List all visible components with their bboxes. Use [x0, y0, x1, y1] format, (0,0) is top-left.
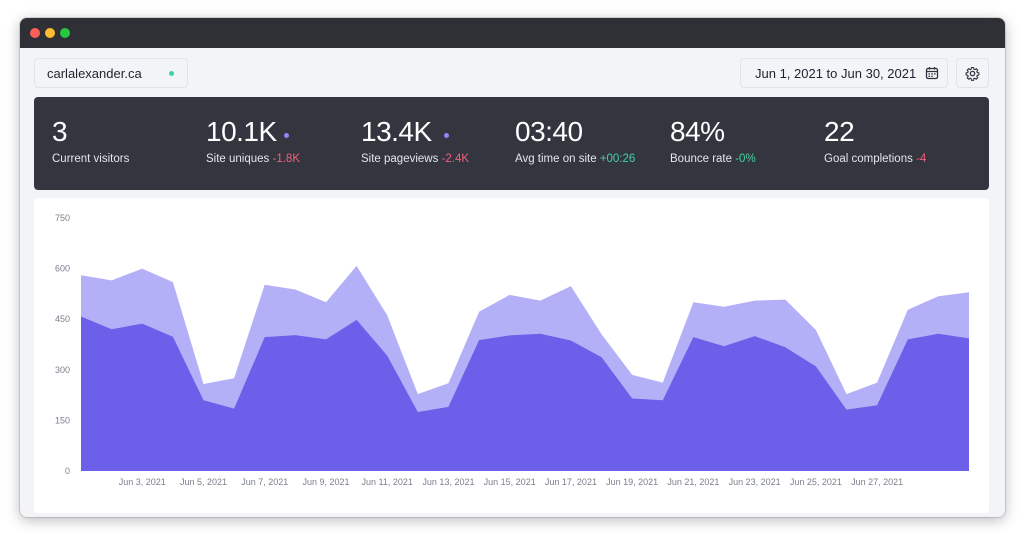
- stat-change: -2.4K: [441, 153, 470, 165]
- traffic-area-chart[interactable]: 0 150 300 450 600 750 Jun 3, 2021 Jun 5, 2021 Ju…: [34, 198, 989, 513]
- stat-label-text: Bounce rate: [670, 153, 733, 165]
- stats-panel: 3 Current visitors 10.1K Site uniques -1…: [34, 97, 989, 190]
- x-tick-label: Jun 11, 2021: [362, 477, 413, 487]
- x-tick-label: Jun 5, 2021: [180, 477, 227, 487]
- series-dot: [284, 133, 289, 138]
- series-dot: [444, 133, 449, 138]
- close-window-button[interactable]: [30, 28, 40, 38]
- maximize-window-button[interactable]: [60, 28, 70, 38]
- stat-change: +00:26: [599, 153, 636, 165]
- stat-value: 13.4K: [361, 116, 432, 147]
- stat-label-text: Site pageviews: [361, 153, 439, 165]
- x-tick-label: Jun 7, 2021: [241, 477, 288, 487]
- minimize-window-button[interactable]: [45, 28, 55, 38]
- stat-label: Avg time on site +00:26: [515, 153, 635, 165]
- y-tick-label: 450: [55, 314, 70, 324]
- stat-change: -1.8K: [272, 153, 301, 165]
- uniques-area[interactable]: [81, 316, 969, 472]
- x-tick-label: Jun 3, 2021: [119, 477, 166, 487]
- site-selector[interactable]: carlalexander.ca: [34, 58, 188, 88]
- app-window: carlalexander.ca Jun 1, 2021 to Jun 30, …: [20, 18, 1005, 517]
- y-tick-label: 300: [55, 365, 70, 375]
- title-bar: [20, 18, 1005, 48]
- x-tick-label: Jun 15, 2021: [484, 477, 536, 487]
- x-tick-label: Jun 17, 2021: [545, 477, 597, 487]
- x-tick-label: Jun 13, 2021: [422, 477, 474, 487]
- stat-label: Site pageviews -2.4K: [361, 153, 469, 165]
- settings-button[interactable]: [956, 58, 989, 88]
- x-tick-label: Jun 9, 2021: [302, 477, 349, 487]
- stat-change: -4: [916, 153, 927, 165]
- y-tick-label: 0: [65, 466, 70, 476]
- stat-label: Bounce rate -0%: [670, 153, 756, 165]
- stat-label: Site uniques -1.8K: [206, 153, 300, 165]
- stat-value: 22: [824, 116, 855, 147]
- site-name: carlalexander.ca: [47, 66, 142, 81]
- stat-value: 3: [52, 116, 68, 147]
- x-tick-label: Jun 27, 2021: [851, 477, 903, 487]
- traffic-chart-card: 0 150 300 450 600 750 Jun 3, 2021 Jun 5, 2021 Ju…: [34, 198, 989, 513]
- date-range-picker[interactable]: Jun 1, 2021 to Jun 30, 2021: [740, 58, 948, 88]
- x-tick-label: Jun 21, 2021: [667, 477, 719, 487]
- x-tick-label: Jun 25, 2021: [790, 477, 842, 487]
- gear-icon: [965, 67, 980, 81]
- y-tick-label: 600: [55, 264, 70, 274]
- stat-value: 03:40: [515, 116, 583, 147]
- x-tick-label: Jun 23, 2021: [729, 477, 781, 487]
- stat-label-text: Avg time on site: [515, 153, 597, 165]
- date-range-text: Jun 1, 2021 to Jun 30, 2021: [755, 66, 917, 81]
- stat-label-text: Current visitors: [52, 153, 130, 165]
- stat-label: Current visitors: [52, 153, 129, 165]
- x-tick-label: Jun 19, 2021: [606, 477, 658, 487]
- live-status-dot: [169, 71, 174, 76]
- y-tick-label: 750: [55, 213, 70, 223]
- y-tick-label: 150: [55, 415, 70, 425]
- stat-label-text: Site uniques: [206, 153, 270, 165]
- stat-value: 84%: [670, 116, 725, 147]
- calendar-icon: [925, 67, 939, 80]
- stat-value: 10.1K: [206, 116, 277, 147]
- stat-label-text: Goal completions: [824, 153, 913, 165]
- stat-label: Goal completions -4: [824, 153, 926, 165]
- stat-change: -0%: [735, 153, 756, 165]
